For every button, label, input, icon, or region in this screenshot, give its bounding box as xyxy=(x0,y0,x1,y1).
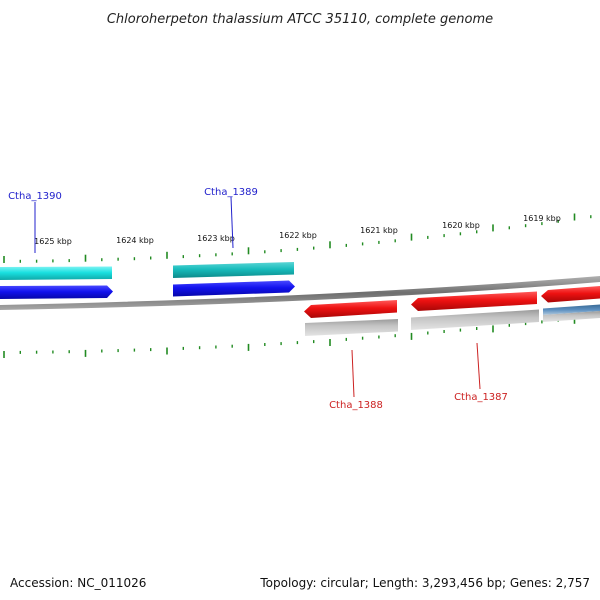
tick-label-1620: 1620 kbp xyxy=(442,221,480,230)
outer-tick-marks xyxy=(3,213,592,263)
cds-feature-ctha-1390[interactable] xyxy=(0,285,113,300)
gene-feature-ctha-1388[interactable] xyxy=(305,319,398,336)
cds-feature-ctha-1388[interactable] xyxy=(304,300,397,318)
leader-ctha-1389 xyxy=(230,196,234,249)
tick-label-1621: 1621 kbp xyxy=(360,226,398,235)
forward-cds-track xyxy=(0,280,295,300)
gene-label-ctha-1389[interactable]: Ctha_1389 xyxy=(204,187,258,198)
cds-feature-ctha-1386[interactable] xyxy=(541,286,600,303)
forward-gene-track xyxy=(0,262,294,280)
gene-feature-ctha-1389[interactable] xyxy=(173,262,294,278)
accession-text: Accession: NC_011026 xyxy=(10,576,147,590)
map-title: Chloroherpeton thalassium ATCC 35110, co… xyxy=(107,12,493,27)
tick-label-1623: 1623 kbp xyxy=(197,234,235,243)
inner-tick-marks xyxy=(3,314,592,358)
cds-feature-ctha-1387[interactable] xyxy=(411,291,537,312)
reverse-gene-track xyxy=(305,304,600,336)
leader-ctha-1387 xyxy=(476,342,481,390)
tick-label-1624: 1624 kbp xyxy=(116,236,154,245)
tick-label-1622: 1622 kbp xyxy=(279,231,317,240)
gene-label-ctha-1387[interactable]: Ctha_1387 xyxy=(454,392,508,403)
cds-feature-ctha-1389[interactable] xyxy=(173,280,295,297)
gene-feature-ctha-1390[interactable] xyxy=(0,266,112,281)
gene-label-ctha-1390[interactable]: Ctha_1390 xyxy=(8,191,62,202)
gene-label-ctha-1388[interactable]: Ctha_1388 xyxy=(329,400,383,411)
label-leaders xyxy=(34,196,481,398)
genome-backbone xyxy=(0,276,600,310)
gene-feature-ctha-1386[interactable] xyxy=(543,311,600,322)
gene-feature-ctha-1387[interactable] xyxy=(411,309,539,331)
tick-labels: 1625 kbp 1624 kbp 1623 kbp 1622 kbp 1621… xyxy=(34,214,561,246)
leader-ctha-1388 xyxy=(351,349,355,398)
gene-feature-ctha-1386-upper[interactable] xyxy=(543,304,600,316)
gene-labels: Ctha_1390 Ctha_1389 Ctha_1388 Ctha_1387 xyxy=(8,187,508,411)
genome-summary-text: Topology: circular; Length: 3,293,456 bp… xyxy=(260,576,590,590)
tick-label-1619: 1619 kbp xyxy=(523,214,561,223)
tick-label-1625: 1625 kbp xyxy=(34,237,72,246)
reverse-cds-track xyxy=(304,286,600,318)
